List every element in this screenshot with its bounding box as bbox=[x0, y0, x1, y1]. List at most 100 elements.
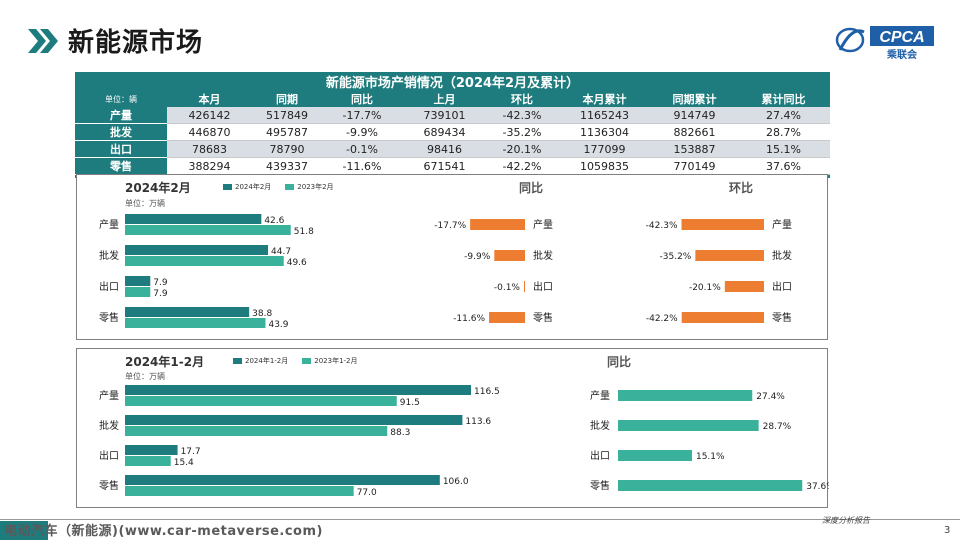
data-label: 91.5 bbox=[400, 398, 420, 408]
legend-item: 2023年1-2月 bbox=[302, 356, 358, 366]
legend-swatch bbox=[302, 358, 312, 364]
category-label: 零售 bbox=[590, 479, 610, 492]
table-cell: 1059835 bbox=[557, 157, 652, 175]
col-header: 同比 bbox=[322, 91, 402, 107]
table-row: 出口 78683 78790 -0.1% 98416 -20.1% 177099… bbox=[75, 140, 830, 158]
table-cell: 28.7% bbox=[737, 123, 830, 141]
bar bbox=[524, 281, 525, 292]
category-label: 批发 bbox=[772, 249, 792, 262]
category-label: 出口 bbox=[533, 280, 553, 293]
row-label: 零售 bbox=[75, 157, 167, 175]
category-label: 产量 bbox=[99, 389, 119, 402]
category-label: 出口 bbox=[590, 449, 610, 462]
data-label: 15.4 bbox=[174, 458, 194, 468]
category-label: 批发 bbox=[533, 249, 553, 262]
col-header: 同期 bbox=[252, 91, 322, 107]
table-cell: 770149 bbox=[652, 157, 737, 175]
table-cell: 882661 bbox=[652, 123, 737, 141]
legend-swatch bbox=[233, 358, 242, 364]
table-cell: 446870 bbox=[167, 123, 252, 141]
page-number: 3 bbox=[944, 525, 951, 536]
bar bbox=[695, 250, 764, 261]
category-label: 批发 bbox=[99, 249, 119, 262]
table-cell: 671541 bbox=[402, 157, 487, 175]
page-title: 新能源市场 bbox=[68, 28, 204, 58]
col-header: 同期累计 bbox=[652, 91, 737, 107]
table-cell: 37.6% bbox=[737, 157, 830, 175]
chart-legend: 2024年1-2月 2023年1-2月 bbox=[233, 356, 372, 366]
data-label: 113.6 bbox=[465, 417, 491, 427]
table-cell: 1165243 bbox=[557, 107, 652, 124]
svg-text:CPCA: CPCA bbox=[879, 29, 924, 46]
table-cell: 177099 bbox=[557, 140, 652, 158]
bar bbox=[125, 456, 171, 466]
category-label: 零售 bbox=[772, 311, 792, 324]
table-cell: 914749 bbox=[652, 107, 737, 124]
bar bbox=[618, 450, 692, 461]
legend-label: 2024年2月 bbox=[235, 183, 272, 191]
category-label: 产量 bbox=[533, 218, 553, 231]
table-cell: -42.2% bbox=[487, 157, 557, 175]
table-cell: 15.1% bbox=[737, 140, 830, 158]
table-cell: 689434 bbox=[402, 123, 487, 141]
row-label: 出口 bbox=[75, 140, 167, 158]
bar bbox=[125, 276, 151, 286]
data-label: 77.0 bbox=[357, 488, 377, 498]
data-label: 28.7% bbox=[763, 422, 792, 432]
category-label: 产量 bbox=[772, 218, 792, 231]
legend-swatch bbox=[223, 184, 232, 190]
chart-legend: 2024年2月 2023年2月 bbox=[223, 182, 348, 192]
table-row: 产量 426142 517849 -17.7% 739101 -42.3% 11… bbox=[75, 107, 830, 124]
cum-yoy-title: 同比 bbox=[607, 355, 632, 369]
table-unit: 单位：辆 bbox=[75, 91, 167, 107]
category-label: 出口 bbox=[99, 449, 119, 462]
table-caption: 新能源市场产销情况（2024年2月及累计） bbox=[75, 72, 830, 91]
data-label: -42.3% bbox=[646, 221, 678, 231]
table-cell: 439337 bbox=[252, 157, 322, 175]
cpca-logo: CPCA 乘联会 bbox=[835, 26, 934, 61]
table-cell: 517849 bbox=[252, 107, 322, 124]
table-cell: -42.3% bbox=[487, 107, 557, 124]
cumulative-charts: 产量 116.5 91.5 批发 113.6 88.3 出口 17.715.4 零售 106.0 7… bbox=[99, 385, 829, 498]
table-cell: -0.1% bbox=[322, 140, 402, 158]
category-label: 批发 bbox=[99, 419, 119, 432]
table-cell: 78790 bbox=[252, 140, 322, 158]
data-label: 37.6% bbox=[806, 482, 829, 492]
bar bbox=[618, 390, 753, 401]
bar bbox=[125, 445, 178, 455]
legend-label: 2023年1-2月 bbox=[314, 357, 358, 365]
category-label: 出口 bbox=[772, 280, 792, 293]
legend-item: 2024年2月 bbox=[223, 182, 271, 192]
table-cell: -9.9% bbox=[322, 123, 402, 141]
col-header: 本月累计 bbox=[557, 91, 652, 107]
legend-label: 2023年2月 bbox=[297, 183, 334, 191]
footer-accent bbox=[0, 521, 48, 540]
category-label: 产量 bbox=[590, 389, 610, 402]
category-label: 批发 bbox=[590, 419, 610, 432]
data-label: 7.9 bbox=[153, 289, 168, 299]
table-cell: 1136304 bbox=[557, 123, 652, 141]
bar bbox=[125, 214, 262, 224]
category-label: 零售 bbox=[99, 311, 119, 324]
data-label: 106.0 bbox=[443, 477, 469, 487]
data-label: 43.9 bbox=[268, 320, 288, 330]
data-label: -20.1% bbox=[689, 283, 721, 293]
data-label: 49.6 bbox=[287, 258, 307, 268]
col-header: 上月 bbox=[402, 91, 487, 107]
bar bbox=[681, 219, 764, 230]
table-cell: 27.4% bbox=[737, 107, 830, 124]
col-header: 本月 bbox=[167, 91, 252, 107]
table-cell: 426142 bbox=[167, 107, 252, 124]
table-cell: 78683 bbox=[167, 140, 252, 158]
data-label: 88.3 bbox=[390, 428, 410, 438]
data-label: -17.7% bbox=[434, 221, 466, 231]
data-label: 15.1% bbox=[696, 452, 725, 462]
chart-title: 2024年1-2月 bbox=[125, 355, 205, 369]
table-cell: -17.7% bbox=[322, 107, 402, 124]
bar bbox=[125, 245, 269, 255]
data-label: 38.8 bbox=[252, 309, 272, 319]
data-label: 44.7 bbox=[271, 247, 291, 257]
bar bbox=[681, 312, 764, 323]
data-label: 27.4% bbox=[756, 392, 785, 402]
bar bbox=[125, 486, 354, 496]
